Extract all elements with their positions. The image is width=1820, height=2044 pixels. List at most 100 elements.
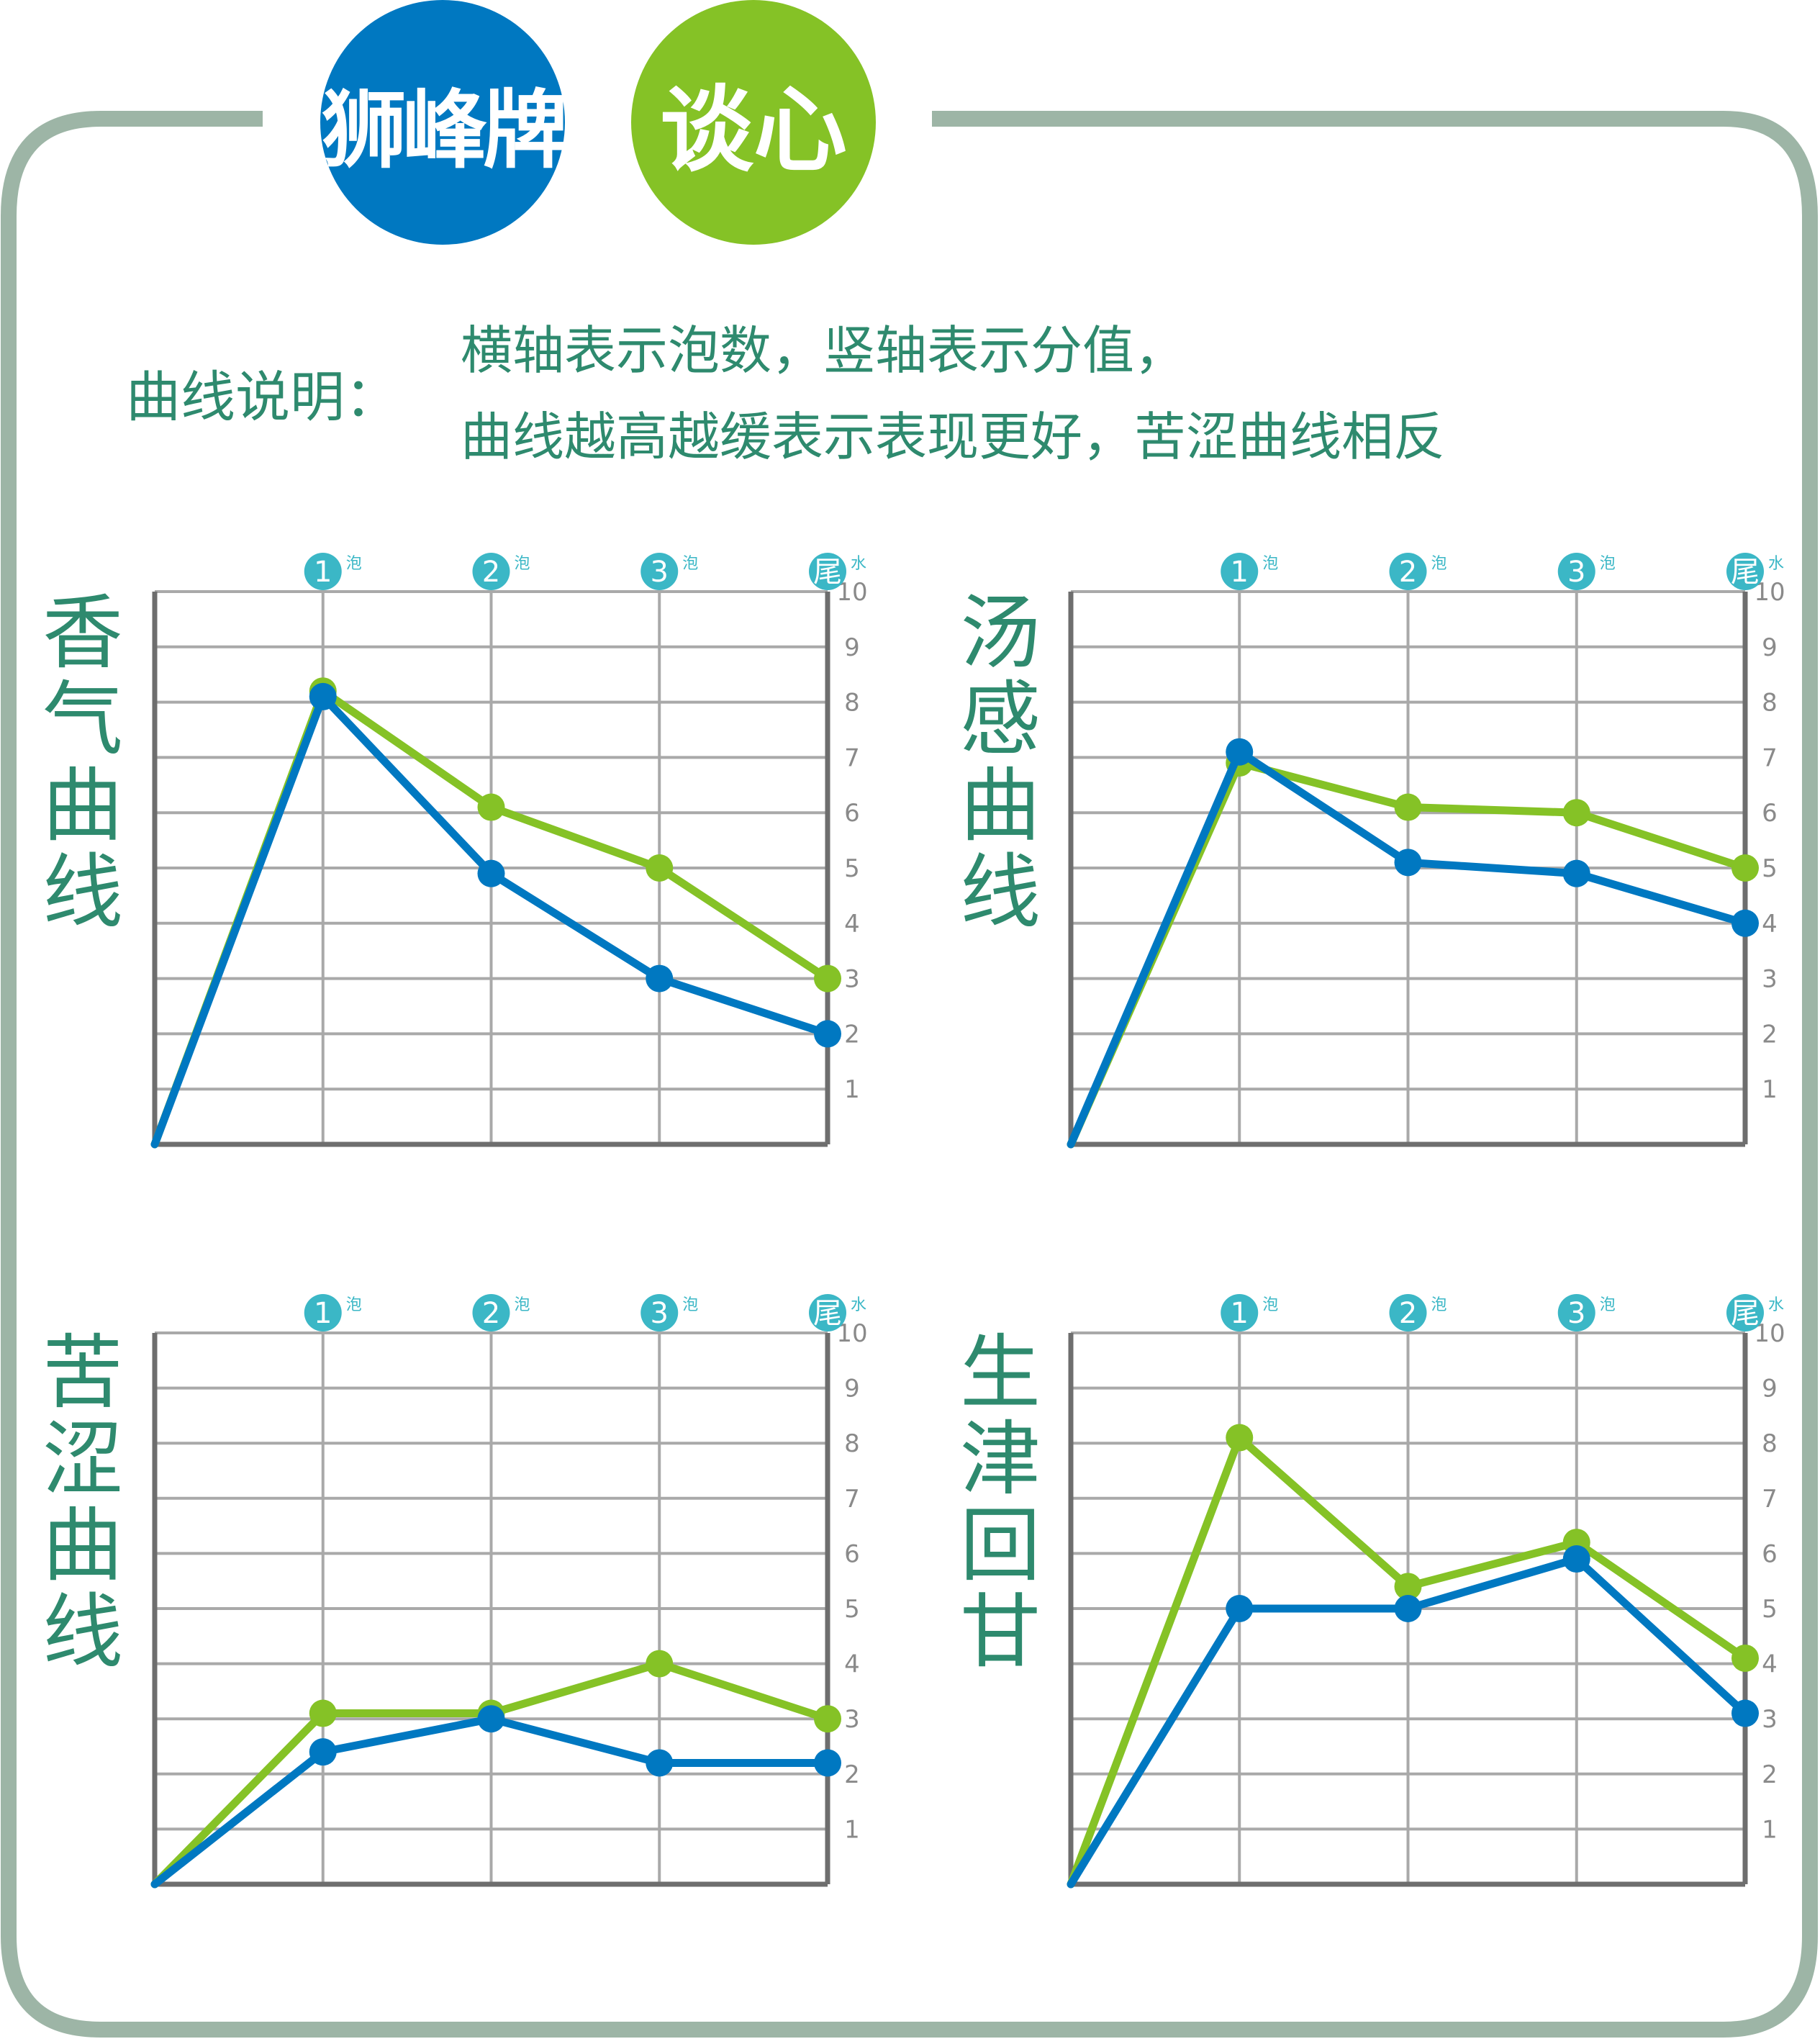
x-tick-label: 3 <box>1567 556 1585 589</box>
y-tick-label: 5 <box>1762 1595 1778 1624</box>
x-tick-badge <box>1389 553 1427 590</box>
chart-4: 123456789101 泡 2 泡 3 泡尾水 <box>1067 1294 1785 1889</box>
series-1-point <box>309 1699 337 1727</box>
y-tick-label: 4 <box>1762 1650 1778 1679</box>
series-2-point <box>1226 738 1254 766</box>
y-tick-label: 8 <box>844 1429 860 1458</box>
x-tick-label: 2 <box>482 556 500 589</box>
x-tick-label: 尾 <box>1731 556 1760 589</box>
y-tick-label: 5 <box>1762 854 1778 883</box>
x-tick-suffix: 泡 <box>515 1296 530 1314</box>
x-tick-suffix: 泡 <box>346 555 362 573</box>
series-2-point <box>477 1705 505 1733</box>
x-tick-suffix: 水 <box>1768 555 1784 573</box>
series-2-point <box>1394 1595 1422 1622</box>
series-2-point <box>1731 909 1759 937</box>
series-2-point <box>477 859 505 887</box>
x-tick-badge <box>472 553 510 590</box>
series-2-point <box>1394 849 1422 877</box>
y-tick-label: 5 <box>844 1595 860 1624</box>
y-tick-label: 3 <box>1762 965 1778 994</box>
chart-1-title: 香气曲线 <box>42 587 123 939</box>
y-tick-label: 6 <box>844 799 860 828</box>
series-1-point <box>814 964 841 992</box>
chart-1: 123456789101 泡 2 泡 3 泡尾水 <box>150 553 868 1149</box>
x-tick-badge <box>1221 1294 1259 1331</box>
y-tick-label: 7 <box>1762 1485 1778 1514</box>
x-tick-badge <box>1557 553 1595 590</box>
x-tick-badge <box>304 1294 342 1331</box>
y-tick-label: 1 <box>1762 1075 1778 1104</box>
x-tick-suffix: 泡 <box>515 555 530 573</box>
x-tick-badge <box>1726 553 1764 590</box>
series-1-point <box>1394 1573 1422 1601</box>
y-tick-label: 6 <box>844 1539 860 1568</box>
legend-label: 曲线说明： <box>126 365 399 429</box>
y-tick-label: 8 <box>1762 1429 1778 1458</box>
x-tick-suffix: 泡 <box>1600 1296 1616 1314</box>
y-tick-label: 1 <box>844 1075 860 1104</box>
series-1-point <box>814 1705 841 1733</box>
y-tick-label: 1 <box>844 1815 860 1844</box>
series-1-point <box>477 793 505 821</box>
x-tick-label: 2 <box>1399 1297 1417 1330</box>
x-tick-badge <box>809 1294 846 1331</box>
y-tick-label: 1 <box>1762 1815 1778 1844</box>
y-tick-label: 9 <box>844 633 860 662</box>
x-tick-badge <box>1221 553 1259 590</box>
x-tick-badge <box>640 553 679 590</box>
series-2-point <box>1731 1699 1759 1727</box>
y-tick-label: 3 <box>844 965 860 994</box>
series-2-point <box>814 1749 841 1777</box>
y-tick-label: 9 <box>1762 633 1778 662</box>
y-tick-label: 3 <box>1762 1705 1778 1734</box>
y-tick-label: 7 <box>844 1485 860 1514</box>
x-tick-label: 尾 <box>1731 1297 1760 1330</box>
x-tick-suffix: 泡 <box>1431 555 1447 573</box>
x-tick-badge <box>1726 1294 1764 1331</box>
x-tick-label: 2 <box>482 1297 500 1330</box>
x-tick-suffix: 水 <box>851 1296 866 1314</box>
x-tick-badge <box>1557 1294 1595 1331</box>
y-tick-label: 4 <box>1762 910 1778 939</box>
x-tick-label: 2 <box>1399 556 1417 589</box>
x-tick-label: 3 <box>651 556 669 589</box>
x-tick-label: 1 <box>1231 1297 1249 1330</box>
brand-tag: 谈心 <box>659 76 847 185</box>
y-tick-label: 2 <box>844 1760 860 1789</box>
series-1-point <box>1226 1424 1254 1452</box>
y-tick-label: 7 <box>1762 743 1778 772</box>
x-tick-badge <box>809 553 846 590</box>
chart-3-title: 苦涩曲线 <box>42 1326 123 1679</box>
x-tick-label: 尾 <box>813 1297 842 1330</box>
series-2-point <box>1226 1595 1254 1622</box>
legend-line-1: 横轴表示泡数，竖轴表示分值， <box>461 320 1187 381</box>
series-1-point <box>1731 1644 1759 1672</box>
brand-name: 狮峰牌 <box>321 80 568 180</box>
y-tick-label: 9 <box>844 1375 860 1403</box>
y-tick-label: 2 <box>1762 1020 1778 1049</box>
chart-4-title: 生津回甘 <box>960 1326 1041 1679</box>
x-tick-suffix: 泡 <box>346 1296 362 1314</box>
brand-tag-badge: 谈心 <box>631 0 876 245</box>
chart-3: 123456789101 泡 2 泡 3 泡尾水 <box>150 1294 868 1889</box>
y-tick-label: 7 <box>844 743 860 772</box>
x-tick-label: 尾 <box>813 556 842 589</box>
series-1-point <box>646 1650 674 1678</box>
y-tick-label: 2 <box>844 1020 860 1049</box>
x-tick-label: 3 <box>651 1297 669 1330</box>
y-tick-label: 9 <box>1762 1375 1778 1403</box>
x-tick-suffix: 泡 <box>1600 555 1616 573</box>
x-tick-badge <box>472 1294 510 1331</box>
series-2-point <box>309 1738 337 1766</box>
series-2-point <box>646 1749 674 1777</box>
x-tick-suffix: 泡 <box>1262 555 1278 573</box>
y-tick-label: 5 <box>844 854 860 883</box>
y-tick-label: 8 <box>1762 689 1778 718</box>
x-tick-suffix: 泡 <box>682 555 698 573</box>
series-2-point <box>1562 1545 1590 1573</box>
x-tick-label: 1 <box>314 1297 332 1330</box>
series-2-point <box>1562 859 1590 887</box>
y-tick-label: 4 <box>844 910 860 939</box>
